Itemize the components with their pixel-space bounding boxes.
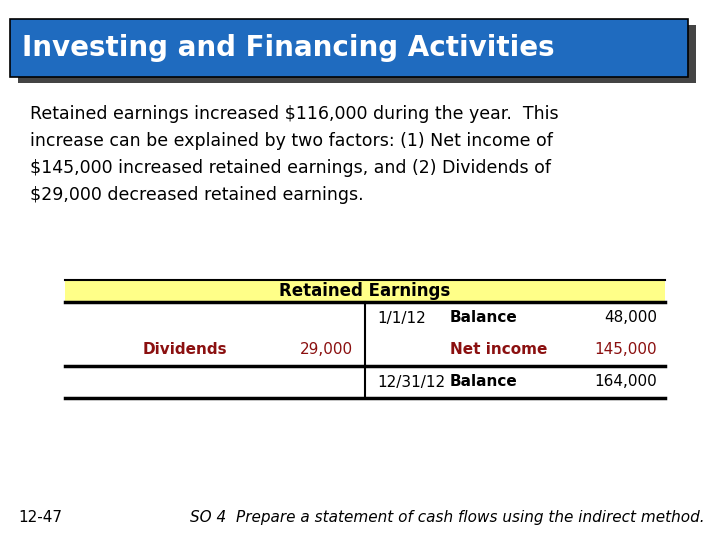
Text: 12/31/12: 12/31/12 <box>377 375 445 389</box>
Text: $29,000 decreased retained earnings.: $29,000 decreased retained earnings. <box>30 186 364 204</box>
Text: Retained Earnings: Retained Earnings <box>279 282 451 300</box>
Text: 48,000: 48,000 <box>604 310 657 326</box>
Text: increase can be explained by two factors: (1) Net income of: increase can be explained by two factors… <box>30 132 553 150</box>
Text: Net income: Net income <box>450 342 547 357</box>
Text: Investing and Financing Activities: Investing and Financing Activities <box>22 34 554 62</box>
FancyBboxPatch shape <box>65 280 665 302</box>
Text: 29,000: 29,000 <box>300 342 353 357</box>
Text: 1/1/12: 1/1/12 <box>377 310 426 326</box>
Text: 145,000: 145,000 <box>595 342 657 357</box>
Text: Balance: Balance <box>450 310 518 326</box>
Text: 12-47: 12-47 <box>18 510 62 525</box>
Text: Retained earnings increased $116,000 during the year.  This: Retained earnings increased $116,000 dur… <box>30 105 559 123</box>
Text: 164,000: 164,000 <box>594 375 657 389</box>
Text: $145,000 increased retained earnings, and (2) Dividends of: $145,000 increased retained earnings, an… <box>30 159 551 177</box>
FancyBboxPatch shape <box>18 25 696 83</box>
Text: SO 4  Prepare a statement of cash flows using the indirect method.: SO 4 Prepare a statement of cash flows u… <box>190 510 705 525</box>
Text: Balance: Balance <box>450 375 518 389</box>
Text: Dividends: Dividends <box>143 342 228 357</box>
FancyBboxPatch shape <box>10 19 688 77</box>
